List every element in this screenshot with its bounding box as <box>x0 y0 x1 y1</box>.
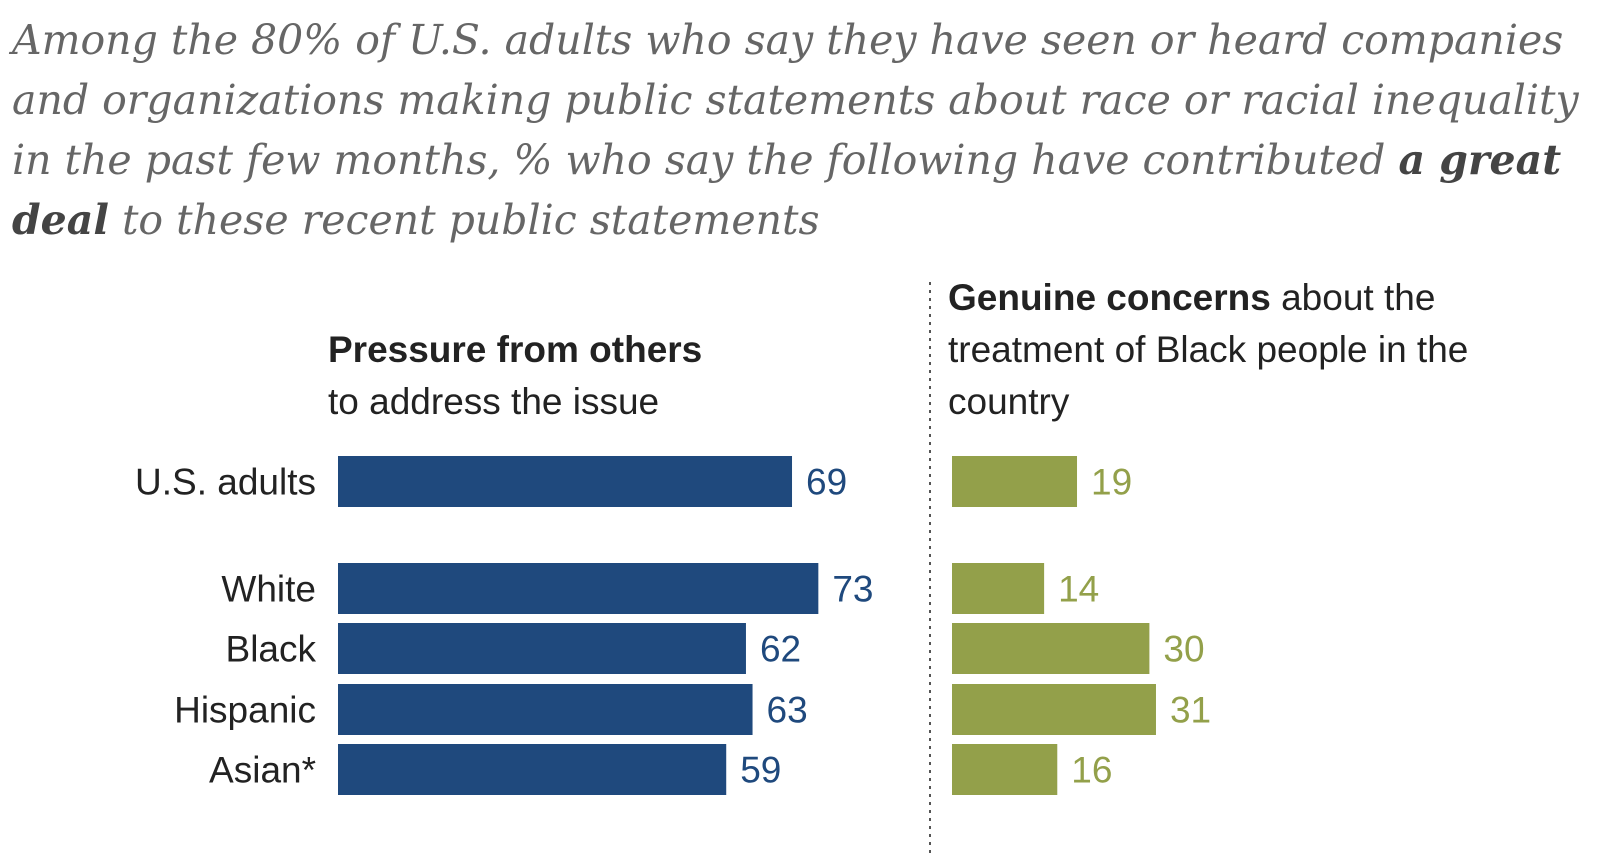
title-text: Among the 80% of U.S. adults who say the… <box>12 16 1579 184</box>
value-label-pressure: 69 <box>806 462 847 503</box>
category-label: Hispanic <box>174 690 316 731</box>
bar-pressure <box>338 623 746 674</box>
value-label-pressure: 62 <box>760 629 801 670</box>
value-label-pressure: 59 <box>740 750 781 791</box>
bar-genuine <box>952 744 1058 795</box>
bar-genuine <box>952 623 1150 674</box>
chart-title: Among the 80% of U.S. adults who say the… <box>12 10 1582 250</box>
panel-title-genuine: Genuine concerns about the treatment of … <box>948 272 1548 428</box>
value-label-genuine: 30 <box>1163 629 1204 670</box>
bar-pressure <box>338 744 727 795</box>
value-label-genuine: 14 <box>1058 569 1099 610</box>
panel-title-pressure-bold: Pressure from others <box>328 329 703 370</box>
category-label: U.S. adults <box>135 462 316 503</box>
value-label-genuine: 19 <box>1091 462 1132 503</box>
bar-pressure <box>338 456 793 507</box>
bar-pressure <box>338 684 753 735</box>
category-label: Asian* <box>209 750 316 791</box>
value-label-genuine: 16 <box>1071 750 1112 791</box>
category-label: Black <box>226 629 317 670</box>
title-text-end: to these recent public statements <box>108 196 820 244</box>
panel-title-pressure: Pressure from others to address the issu… <box>328 324 888 428</box>
panel-title-genuine-bold: Genuine concerns <box>948 277 1271 318</box>
bar-pressure <box>338 563 819 614</box>
value-label-genuine: 31 <box>1170 690 1211 731</box>
panel-title-pressure-rest: to address the issue <box>328 381 660 422</box>
title-emphasis: a great deal <box>12 136 1562 244</box>
value-label-pressure: 73 <box>832 569 873 610</box>
bar-genuine <box>952 563 1045 614</box>
bar-genuine <box>952 684 1156 735</box>
category-label: White <box>221 569 316 610</box>
bar-genuine <box>952 456 1078 507</box>
value-label-pressure: 63 <box>767 690 808 731</box>
panel-title-genuine-rest: about the treatment of Black people in t… <box>948 277 1469 422</box>
